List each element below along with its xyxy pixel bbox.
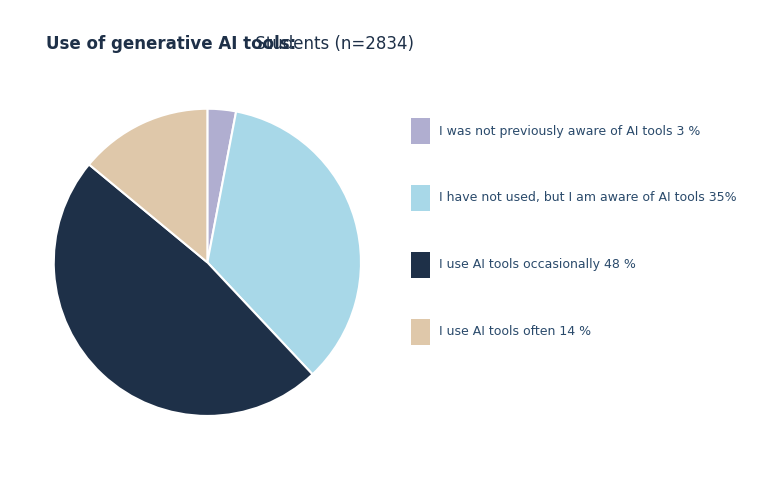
Text: I have not used, but I am aware of AI tools 35%: I have not used, but I am aware of AI to… xyxy=(439,192,737,204)
Wedge shape xyxy=(54,164,313,416)
Wedge shape xyxy=(207,109,236,262)
Wedge shape xyxy=(89,109,207,262)
Text: I was not previously aware of AI tools 3 %: I was not previously aware of AI tools 3… xyxy=(439,125,700,138)
Text: Use of generative AI tools:: Use of generative AI tools: xyxy=(46,35,296,52)
Text: I use AI tools occasionally 48 %: I use AI tools occasionally 48 % xyxy=(439,258,636,271)
Text: Students (n=2834): Students (n=2834) xyxy=(250,35,414,52)
Text: I use AI tools often 14 %: I use AI tools often 14 % xyxy=(439,325,591,338)
Wedge shape xyxy=(207,111,361,374)
